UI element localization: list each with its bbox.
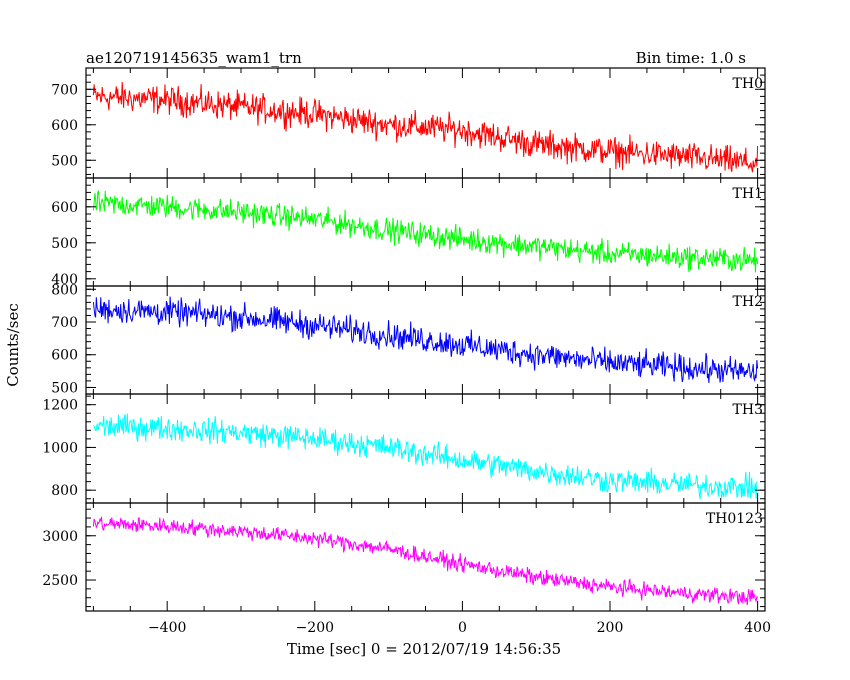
x-tick-label: −200 <box>296 620 334 636</box>
series-line-th0 <box>92 81 759 173</box>
panel-th0123: 2500 3000 TH0123 <box>42 502 766 612</box>
y-tick-label: 2500 <box>42 573 78 589</box>
panel-frame <box>85 393 766 504</box>
panels-group: 500 600 700 TH0 400 500 600 TH1 500 600 700 800 TH2 8… <box>42 67 766 612</box>
panel-th3: 800 1000 1200 TH3 <box>42 393 766 504</box>
y-tick-label: 400 <box>51 272 78 288</box>
y-tick-label: 700 <box>51 315 78 331</box>
y-tick-label: 1200 <box>42 398 78 414</box>
x-axis-label: Time [sec] 0 = 2012/07/19 14:56:35 <box>287 640 561 658</box>
y-tick-label: 500 <box>51 236 78 252</box>
x-tick-label: −400 <box>148 620 186 636</box>
x-tick-label: 400 <box>744 620 771 636</box>
panel-th2: 500 600 700 800 TH2 <box>51 282 766 396</box>
bin-time-label: Bin time: 1.0 s <box>636 49 746 67</box>
x-axis: −400 −200 0 200 400 <box>148 620 771 636</box>
series-line-th2 <box>92 296 759 384</box>
panel-name-label: TH1 <box>733 186 763 202</box>
x-tick-label: 200 <box>597 620 624 636</box>
x-tick-label: 0 <box>458 620 467 636</box>
y-tick-label: 700 <box>51 82 78 98</box>
y-tick-label: 800 <box>51 282 78 298</box>
chart-title: ae120719145635_wam1_trn <box>86 49 302 67</box>
panel-th1: 400 500 600 TH1 <box>51 177 766 288</box>
panel-frame <box>85 285 766 395</box>
y-tick-label: 500 <box>51 153 78 169</box>
y-tick-label: 600 <box>51 118 78 134</box>
panel-name-label: TH3 <box>733 402 763 418</box>
series-line-th1 <box>92 189 759 273</box>
y-tick-label: 600 <box>51 200 78 216</box>
y-tick-label: 1000 <box>42 440 78 456</box>
series-line-th3 <box>93 413 758 500</box>
y-tick-label: 800 <box>51 483 78 499</box>
series-line-th0123 <box>92 516 759 606</box>
panel-name-label: TH0123 <box>706 511 763 527</box>
y-tick-label: 600 <box>51 348 78 364</box>
panel-th0: 500 600 700 TH0 <box>51 67 766 179</box>
y-tick-label: 500 <box>51 380 78 396</box>
panel-name-label: TH0 <box>733 76 763 92</box>
y-tick-label: 3000 <box>42 529 78 545</box>
y-axis-label: Counts/sec <box>4 303 22 387</box>
panel-name-label: TH2 <box>733 294 763 310</box>
